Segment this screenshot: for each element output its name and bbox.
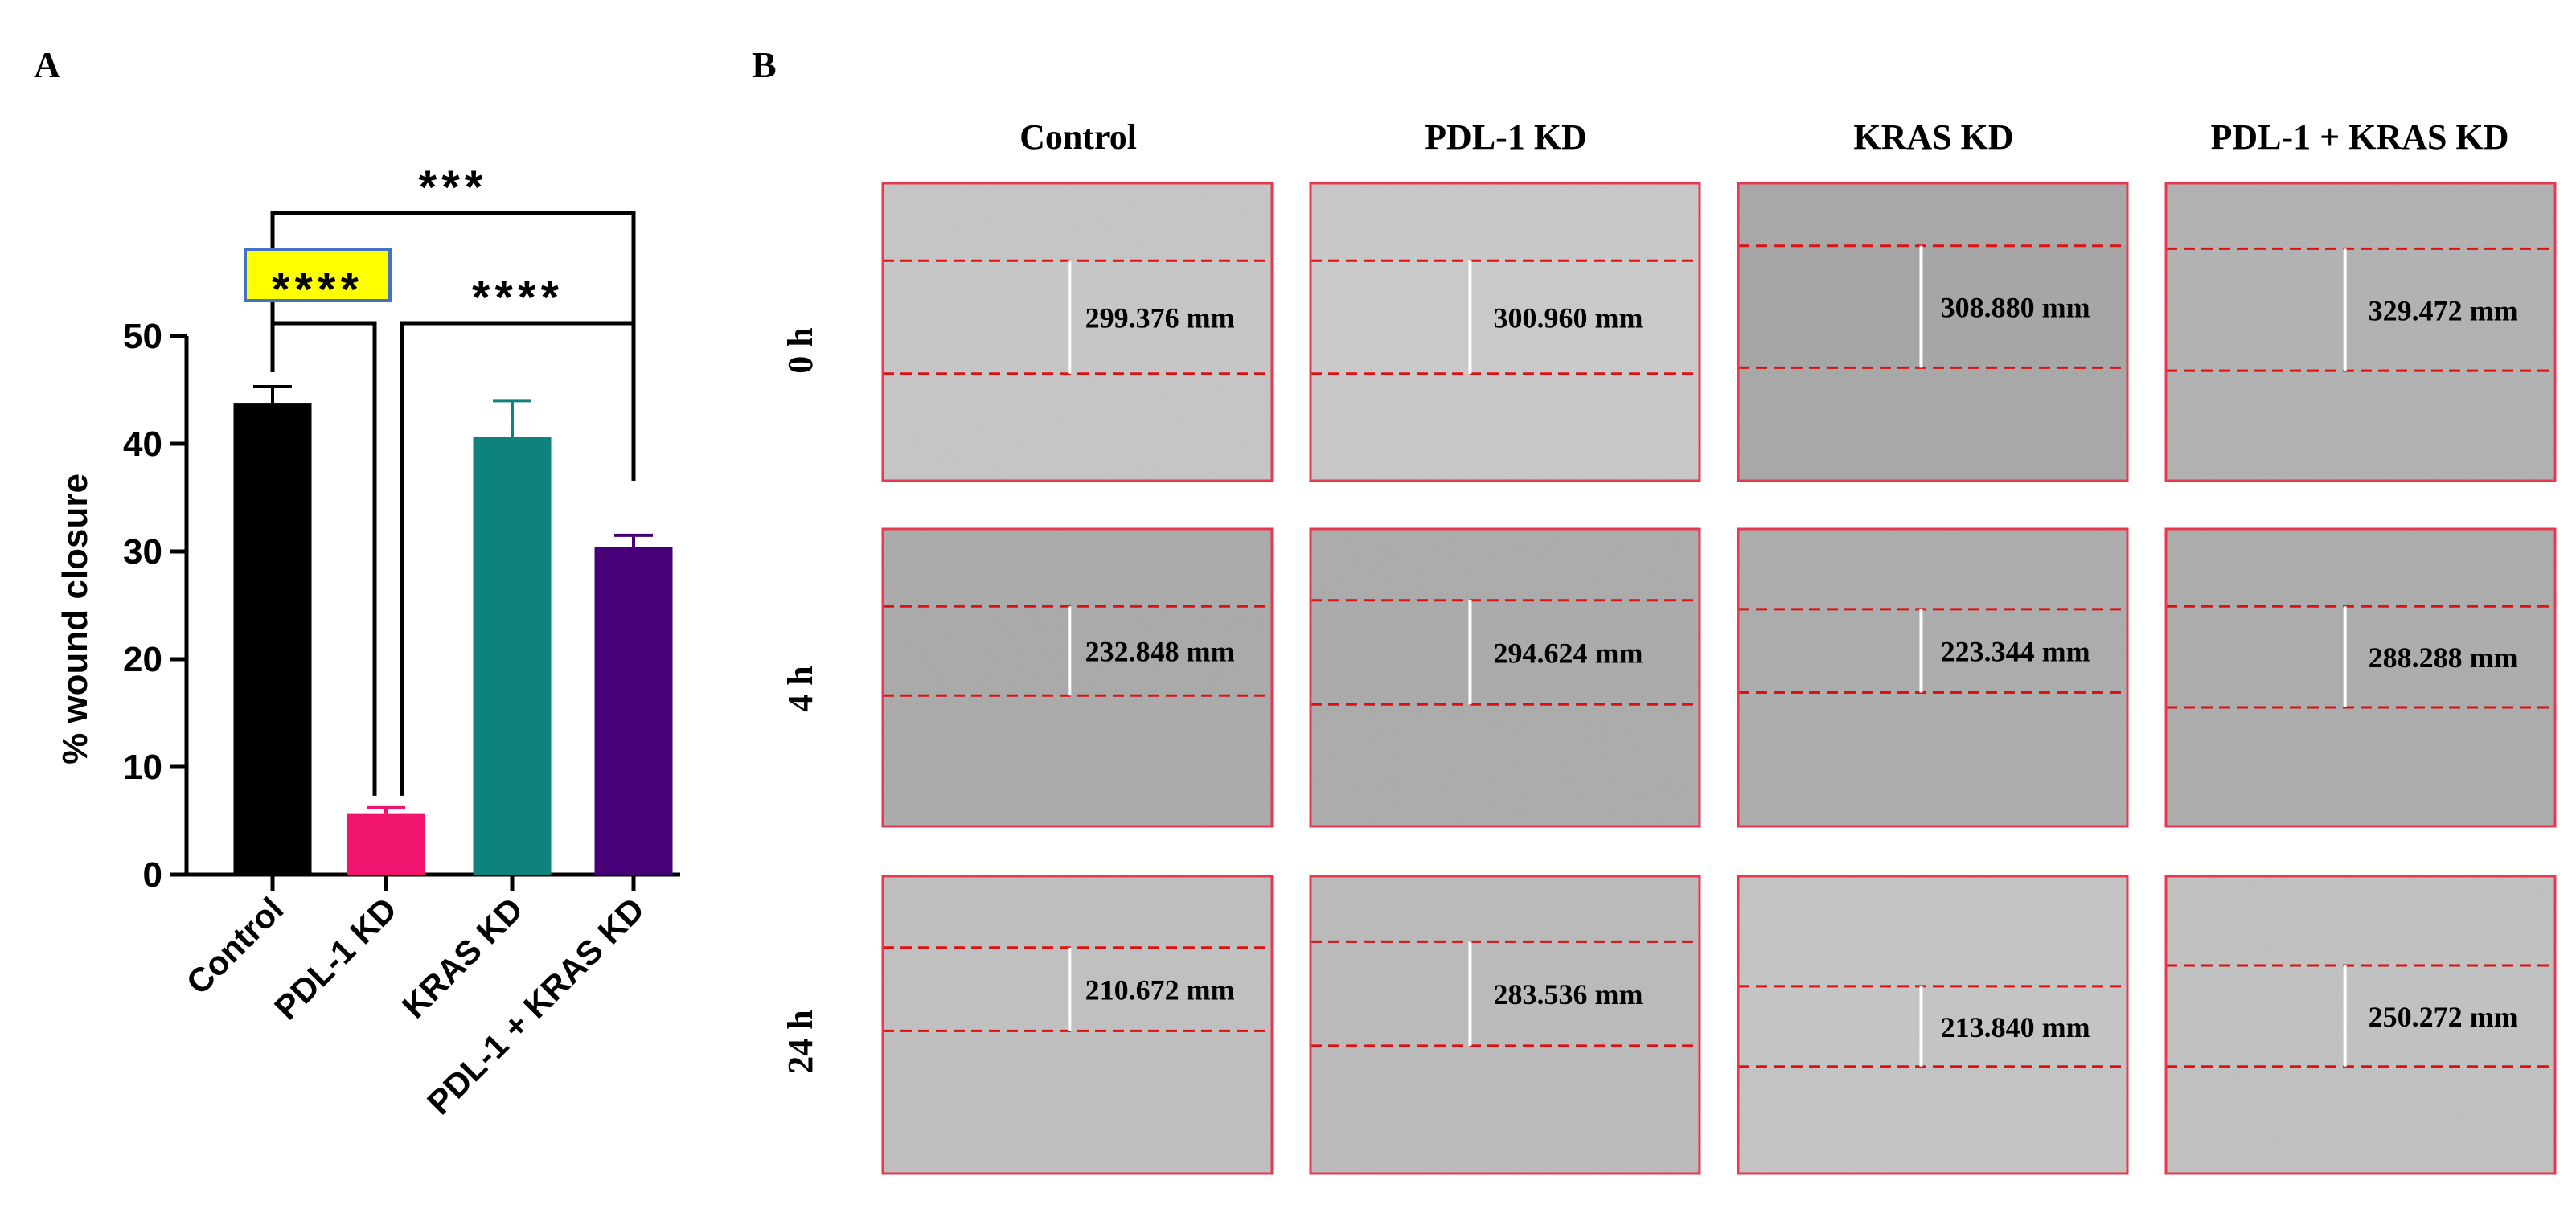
column-header: PDL-1 KD [1425,117,1587,157]
wound-gap-area [1738,986,2127,1067]
gap-measurement-label: 213.840 mm [1941,1011,2090,1043]
significance-label: **** [272,264,363,316]
micrograph-frame [881,182,1274,482]
micrograph-frame [1309,182,1701,482]
x-tick-label: PDL-1 KD [267,890,404,1027]
wound-gap-area [883,260,1272,374]
y-axis-label: % wound closure [55,473,95,764]
micrograph-panel: 299.376 mm [881,182,1274,482]
micrograph-frame [1309,875,1701,1175]
significance-label: *** [419,162,488,214]
micrograph-frame [2164,875,2557,1175]
bar-0 [233,403,312,875]
wound-gap-area [883,606,1272,696]
micrograph-frame [1737,875,2129,1175]
micrograph-panel: 300.960 mm [1309,182,1701,482]
wound-gap-area [1738,245,2127,368]
row-label: 0 h [781,327,820,373]
micrograph-panel: 213.840 mm [1737,875,2129,1175]
gap-measurement-label: 308.880 mm [1941,292,2090,324]
bar-3 [594,547,673,875]
gap-measurement-label: 294.624 mm [1493,637,1643,670]
micrograph-panel: 288.288 mm [2164,527,2557,828]
column-header: PDL-1 + KRAS KD [2211,117,2509,157]
micrograph-frame [881,875,1274,1175]
micrograph-frame [1309,527,1701,828]
gap-measurement-label: 299.376 mm [1085,302,1235,334]
wound-gap-area [2166,248,2555,371]
panel-b-label: B [752,44,777,85]
micrograph-panel: 329.472 mm [2164,182,2557,482]
significance-label: **** [472,272,564,324]
micrograph-panel: 308.880 mm [1737,182,2129,482]
micrograph-panel: 232.848 mm [881,527,1274,828]
micrograph-frame [2164,182,2557,482]
wound-gap-area [2166,606,2555,707]
micrograph-grid: Control PDL-1 KD KRAS KD PDL-1 + KRAS KD 0 h… [781,117,2557,1175]
micrograph-frame [1737,527,2129,828]
significance-highlight-box [244,248,392,302]
error-bars-group [253,384,653,814]
y-tick-label: 0 [143,855,162,895]
wound-gap-area [883,947,1272,1031]
bar-1 [347,813,425,875]
gap-measurement-label: 250.272 mm [2369,1001,2518,1033]
micrograph-frame [1737,182,2129,482]
column-header: KRAS KD [1853,117,2013,157]
gap-measurement-label: 300.960 mm [1493,302,1643,334]
micrograph-panel: 294.624 mm [1309,527,1701,828]
significance-group: ******* **** [244,162,636,796]
gap-measurement-label: 232.848 mm [1085,636,1235,668]
significance-bracket [270,321,377,796]
gap-measurement-label: 283.536 mm [1493,978,1643,1010]
x-tick-label: Control [179,890,291,1002]
row-label: 4 h [781,666,820,711]
gap-measurement-label: 223.344 mm [1941,636,2090,668]
x-tick-label: PDL-1 + KRAS KD [420,890,651,1121]
micrograph-panel: 210.672 mm [881,875,1274,1175]
y-tick-label: 10 [123,748,162,787]
wound-gap-area [2166,965,2555,1067]
column-header: Control [1019,117,1137,157]
significance-bracket [400,321,636,796]
wound-gap-area [1311,260,1700,374]
y-tick-label: 40 [123,424,162,464]
chart-axes: 0 10 20 30 40 50 [123,317,680,895]
wound-gap-area [1738,609,2127,693]
gap-measurement-label: 329.472 mm [2369,294,2518,326]
micrograph-panel: 283.536 mm [1309,875,1701,1175]
wound-gap-area [1311,941,1700,1046]
row-label: 24 h [781,1010,820,1073]
micrograph-frame [2164,527,2557,828]
micrograph-frame [881,527,1274,828]
panel-a-label: A [34,44,60,85]
bar-2 [473,437,552,875]
y-tick-label: 30 [123,532,162,572]
wound-gap-area [1311,600,1700,705]
micrograph-panel: 223.344 mm [1737,527,2129,828]
y-tick-label: 20 [123,640,162,679]
bars-group [233,403,673,875]
y-tick-label: 50 [123,317,162,356]
micrograph-panel: 250.272 mm [2164,875,2557,1175]
gap-measurement-label: 288.288 mm [2369,641,2518,674]
gap-measurement-label: 210.672 mm [1085,974,1235,1006]
